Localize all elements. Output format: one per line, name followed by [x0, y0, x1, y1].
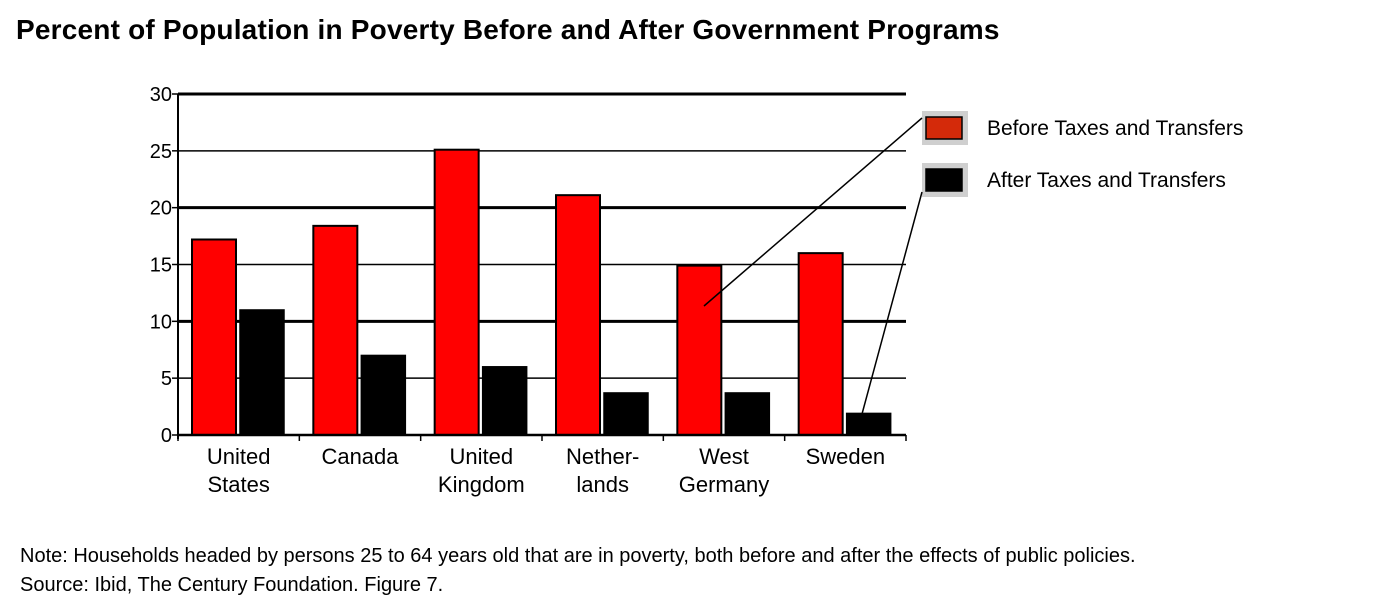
bar-before — [312, 224, 359, 436]
source-line: Source: Ibid, The Century Foundation. Fi… — [20, 574, 444, 596]
bar-chart: 0 5 10 15 20 25 30 United States Canada United King… — [150, 84, 1244, 497]
x-category-label: Sweden — [806, 444, 886, 469]
y-tick-label: 10 — [150, 311, 172, 333]
bar-before — [191, 238, 237, 436]
x-category-label: United — [450, 444, 514, 469]
bar-after — [603, 392, 649, 436]
x-category-label: West — [699, 444, 749, 469]
legend-swatch — [925, 116, 963, 140]
bar-after — [360, 354, 407, 436]
y-tick-label: 0 — [161, 425, 172, 447]
y-tick-label: 15 — [150, 255, 172, 277]
note-line: Note: Households headed by persons 25 to… — [20, 545, 1136, 567]
bar-before — [797, 252, 844, 436]
bar-before — [433, 148, 480, 437]
legend-leader-line — [703, 117, 923, 307]
x-category-label: lands — [576, 472, 629, 497]
legend-swatch — [925, 168, 963, 192]
bar-after — [239, 309, 285, 436]
x-category-label: Canada — [321, 444, 399, 469]
legend-label: Before Taxes and Transfers — [987, 117, 1243, 140]
x-category-label: Kingdom — [438, 472, 525, 497]
x-category-label: United — [207, 444, 271, 469]
y-tick-label: 25 — [150, 141, 172, 163]
bar-after — [724, 392, 771, 436]
legend-leader-line — [861, 191, 923, 415]
x-category-label: Germany — [679, 472, 769, 497]
x-category-label: Nether- — [566, 444, 639, 469]
bar-before — [676, 264, 723, 436]
y-tick-label: 20 — [150, 198, 172, 220]
y-tick-label: 5 — [161, 368, 172, 390]
chart-title: Percent of Population in Poverty Before … — [16, 14, 1000, 45]
x-category-label: States — [207, 472, 269, 497]
bar-after — [845, 412, 892, 436]
bar-before — [555, 194, 601, 436]
chart-note: Note: Households headed by persons 25 to… — [20, 542, 1136, 600]
legend-label: After Taxes and Transfers — [987, 169, 1226, 192]
bar-after — [481, 366, 528, 436]
y-tick-label: 30 — [150, 84, 172, 106]
